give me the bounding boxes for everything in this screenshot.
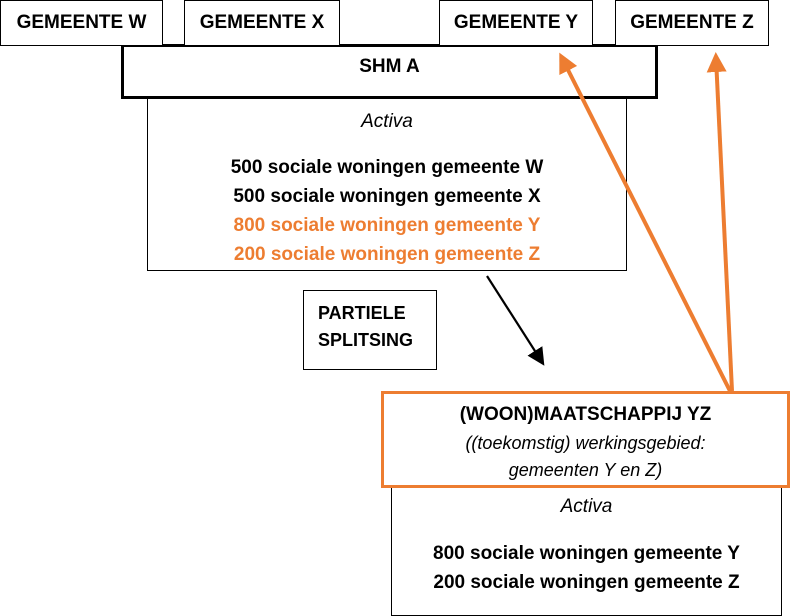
yz-asset-list: 800 sociale woningen gemeente Y 200 soci…: [392, 539, 781, 597]
partiele-splitsing-box: PARTIELE SPLITSING: [303, 290, 437, 370]
yz-activa-box: Activa 800 sociale woningen gemeente Y 2…: [391, 486, 782, 616]
shm-a-title: SHM A: [359, 56, 420, 77]
yz-activa-label: Activa: [560, 496, 613, 517]
yz-subtitle-1: ((toekomstig) werkingsgebied:: [465, 433, 706, 453]
yz-title: (WOON)MAATSCHAPPIJ YZ: [459, 404, 712, 425]
split-line-2: SPLITSING: [318, 330, 414, 350]
woonmaatschappij-yz-box: (WOON)MAATSCHAPPIJ YZ ((toekomstig) werk…: [381, 391, 790, 488]
split-arrow: [486, 275, 545, 366]
gemeente-w-box: GEMEENTE W: [0, 0, 163, 46]
yz-asset-y: 800 sociale woningen gemeente Y: [433, 543, 740, 564]
split-line-1: PARTIELE: [318, 303, 406, 323]
gemeente-x-box: GEMEENTE X: [184, 0, 340, 46]
gemeente-w-label: GEMEENTE W: [16, 12, 147, 33]
shm-a-activa-label: Activa: [361, 111, 413, 132]
gemeente-y-box: GEMEENTE Y: [439, 0, 593, 46]
arrow-to-gemeente-z: [706, 52, 734, 392]
gemeente-z-box: GEMEENTE Z: [615, 0, 769, 46]
yz-asset-z: 200 sociale woningen gemeente Z: [433, 572, 740, 593]
gemeente-x-label: GEMEENTE X: [199, 12, 325, 33]
shm-asset-z: 200 sociale woningen gemeente Z: [233, 244, 541, 265]
shm-a-box: SHM A: [121, 44, 658, 99]
shm-a-asset-list: 500 sociale woningen gemeente W 500 soci…: [148, 153, 626, 269]
gemeente-z-label: GEMEENTE Z: [630, 12, 754, 33]
yz-subtitle-2: gemeenten Y en Z): [508, 460, 663, 480]
gemeente-y-label: GEMEENTE Y: [453, 12, 579, 33]
shm-asset-y: 800 sociale woningen gemeente Y: [233, 215, 541, 236]
shm-asset-x: 500 sociale woningen gemeente X: [233, 186, 541, 207]
shm-asset-w: 500 sociale woningen gemeente W: [230, 157, 544, 178]
shm-a-activa-box: Activa 500 sociale woningen gemeente W 5…: [147, 98, 627, 271]
